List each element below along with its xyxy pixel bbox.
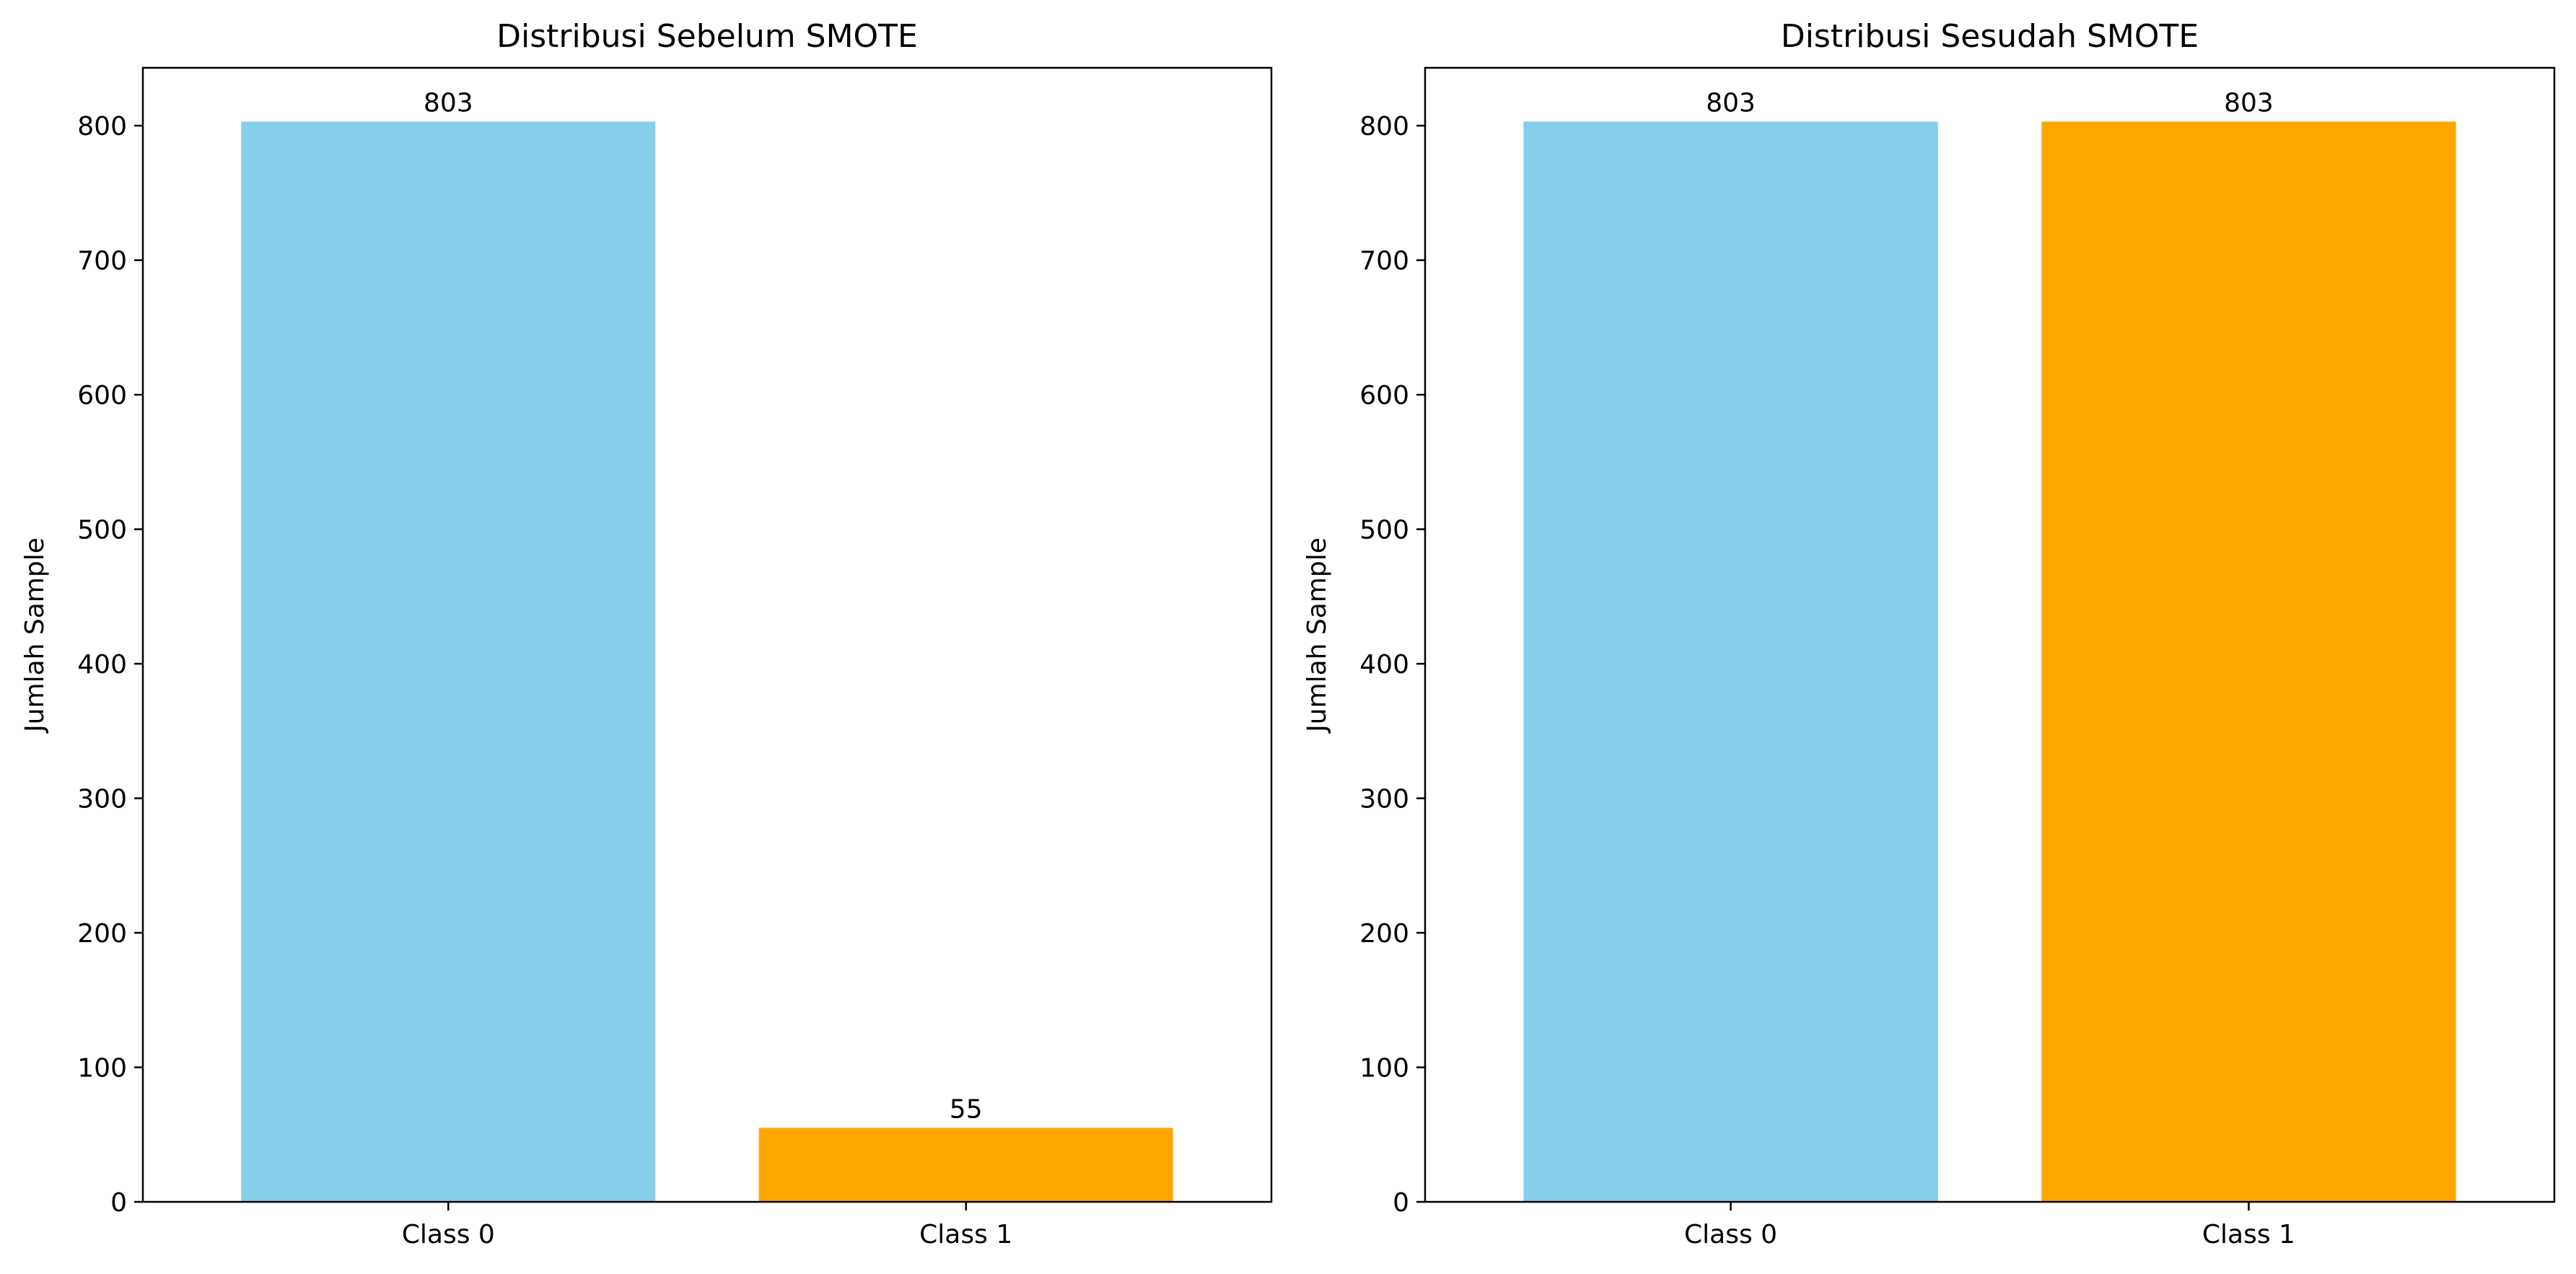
y-tick-label: 600 [1359,381,1409,410]
data-label: 803 [1706,89,1756,118]
bar-class-0 [1523,121,1938,1203]
y-axis-label: Jumlah Sample [1302,537,1332,734]
data-label: 803 [2224,89,2274,118]
y-tick-label: 400 [1359,650,1409,680]
y-tick-label: 200 [1359,919,1409,949]
y-tick-label: 100 [77,1054,127,1084]
x-tick-label: Class 0 [1684,1220,1777,1249]
chart-title: Distribusi Sebelum SMOTE [496,18,918,55]
chart-panel-after-smote: 803 803 0 100 200 300 400 500 600 700 800 Class 0 Cl… [1302,18,2556,1249]
x-tick-label: Class 1 [919,1220,1012,1249]
y-tick-label: 500 [1359,516,1409,545]
plot-frame [1424,66,2556,1203]
x-tick-label: Class 0 [402,1220,495,1249]
y-tick-label: 300 [1359,785,1409,814]
y-tick-label: 700 [1359,247,1409,276]
chart-title: Distribusi Sesudah SMOTE [1781,18,2199,55]
plot-frame [141,66,1273,1203]
chart-panel-before-smote: 803 55 0 100 200 300 400 500 600 700 800 Class 0 Cla… [20,18,1273,1249]
y-axis-label: Jumlah Sample [20,537,50,734]
y-tick-label: 500 [77,516,127,545]
y-tick-label: 700 [77,247,127,276]
y-tick-label: 300 [77,785,127,814]
y-tick-label: 800 [1359,112,1409,141]
bar-class-1 [2041,121,2456,1203]
data-label: 55 [950,1094,983,1124]
data-label: 803 [424,89,473,118]
y-tick-label: 0 [110,1188,127,1218]
y-tick-label: 800 [77,112,127,141]
y-tick-label: 0 [1393,1188,1409,1218]
y-tick-label: 200 [77,919,127,949]
bar-class-1 [758,1128,1173,1202]
x-tick-label: Class 1 [2202,1220,2295,1249]
y-tick-label: 600 [77,381,127,410]
bar-class-0 [241,121,656,1203]
y-tick-label: 400 [77,650,127,680]
y-tick-label: 100 [1359,1054,1409,1084]
